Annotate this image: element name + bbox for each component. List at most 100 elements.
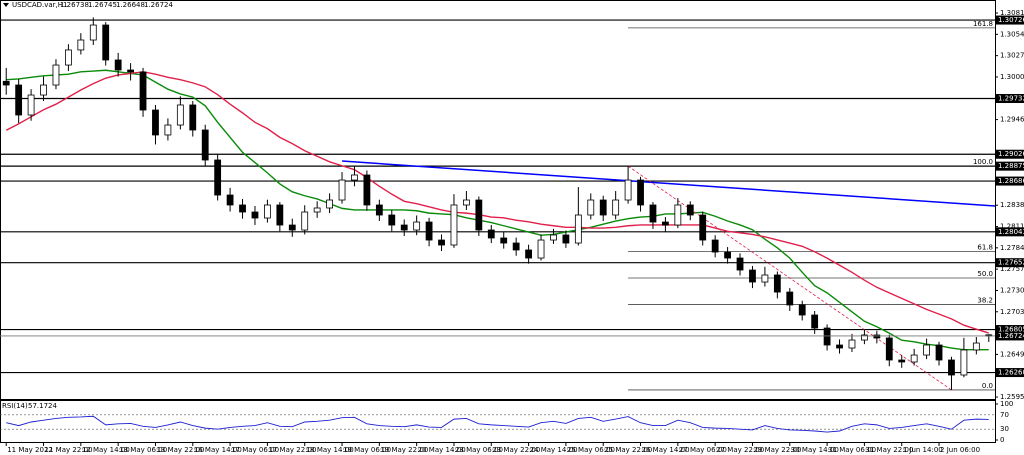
candle-body: [326, 199, 333, 209]
candle-body: [463, 199, 470, 206]
header: USDCAD.var,H1 1.26738 1.26745 1.26648 1.…: [12, 1, 173, 9]
candle-body: [898, 359, 906, 363]
x-tick-label: 17 May 22:00: [268, 446, 316, 454]
candle-body: [512, 242, 520, 251]
x-tick-label: 18 May 14:00: [306, 446, 354, 454]
x-tick-label: 23 May 22:00: [492, 446, 540, 454]
candle-body: [77, 39, 85, 51]
level-box: [996, 176, 1024, 186]
candle-body: [276, 204, 284, 226]
x-tick-label: 29 May 22:00: [753, 446, 801, 454]
y-tick-label: 1.30005: [1000, 73, 1024, 81]
candle-body: [823, 327, 831, 346]
rsi-tick-label: 30: [1000, 425, 1009, 433]
candle-body: [264, 204, 271, 219]
x-tick-label: 1 Jun 14:00: [903, 446, 943, 454]
fib-label: 38.2: [977, 296, 993, 304]
candle-body: [400, 224, 408, 231]
candle-body: [550, 234, 557, 241]
candle-body: [724, 251, 731, 259]
x-tick-label: 31 May 06:00: [828, 446, 876, 454]
rsi-tick-label: 0: [1000, 436, 1004, 444]
level-label: 1.26805: [998, 326, 1024, 334]
rsi-value: 57.1724: [28, 402, 57, 410]
candle-body: [89, 24, 97, 41]
x-tick-label: 25 May 22:00: [604, 446, 652, 454]
rsi-frame: [0, 400, 996, 443]
candle-body: [972, 342, 980, 351]
y-tick-label: 1.27300: [1000, 286, 1024, 294]
candle-body: [189, 104, 197, 131]
rsi-line: [6, 415, 989, 433]
x-tick-label: 27 May 06:00: [679, 446, 727, 454]
candle-body: [599, 199, 607, 216]
candle-body: [798, 304, 806, 316]
candle-body: [637, 179, 644, 206]
level-box: [996, 94, 1024, 104]
candle-body: [2, 80, 10, 86]
candle-body: [226, 194, 234, 206]
candle-body: [624, 179, 632, 201]
level-box: [996, 161, 1024, 171]
candle-body: [749, 269, 756, 283]
candle-body: [65, 49, 72, 66]
level-box: [996, 149, 1024, 159]
x-tick-label: 2 Jun 06:00: [940, 446, 980, 454]
x-tick-label: 13 May 06:00: [119, 446, 167, 454]
x-tick-label: 24 May 14:00: [530, 446, 578, 454]
x-tick-label: 27 May 22:00: [716, 446, 764, 454]
candle-body: [500, 237, 508, 244]
rsi-tick-label: 100: [1000, 400, 1013, 408]
x-tick-label: 11 May 22:00: [45, 446, 93, 454]
candle-body: [686, 204, 694, 216]
x-tick-label: 26 May 14:00: [642, 446, 690, 454]
level-label: 1.28043: [998, 228, 1024, 236]
swing-line: [627, 165, 952, 391]
candle-body: [786, 291, 794, 306]
candle-body: [214, 159, 222, 196]
current-price-label: 1.26724: [998, 332, 1024, 340]
rsi-label: RSI(14): [2, 402, 28, 410]
candle-body: [288, 224, 296, 231]
y-tick-label: 1.25950: [1000, 393, 1024, 401]
y-tick-label: 1.28380: [1000, 201, 1024, 209]
candle-body: [848, 339, 856, 349]
candle-body: [351, 174, 358, 181]
level-label: 1.28875: [998, 162, 1024, 170]
candle-body: [537, 239, 545, 259]
candle-body: [301, 211, 309, 231]
candle-body: [475, 199, 483, 231]
candle-body: [885, 337, 893, 361]
x-tick-label: 31 May 22:00: [865, 446, 913, 454]
fib-label: 100.0: [973, 158, 993, 166]
candle-body: [699, 214, 707, 241]
header-high: 1.26745: [88, 1, 117, 9]
y-tick-label: 1.28110: [1000, 223, 1024, 231]
candle-body: [239, 204, 246, 213]
candle-body: [935, 344, 943, 361]
candle-body: [450, 204, 458, 246]
fib-label: 161.8: [973, 20, 993, 28]
candle-body: [662, 221, 669, 226]
level-box: [996, 325, 1024, 335]
candle-body: [52, 64, 60, 86]
candle-body: [923, 344, 930, 356]
x-tick-label: 13 May 22:00: [156, 446, 204, 454]
level-box: [996, 15, 1024, 25]
fib-label: 50.0: [977, 270, 993, 278]
candle-body: [736, 257, 744, 271]
candle-body: [574, 214, 582, 244]
x-tick-label: 19 May 06:00: [343, 446, 391, 454]
y-tick-label: 1.27030: [1000, 308, 1024, 316]
y-tick-label: 1.30275: [1000, 52, 1024, 60]
menu-arrow[interactable]: [3, 3, 9, 7]
candle-body: [27, 94, 35, 116]
rsi-tick-label: 70: [1000, 411, 1009, 419]
candle-body: [139, 71, 147, 111]
candle-body: [773, 274, 781, 293]
candle-body: [811, 314, 819, 329]
level-box: [996, 227, 1024, 237]
candle-body: [674, 204, 682, 226]
candle-body: [127, 69, 134, 73]
candle-body: [388, 214, 396, 226]
